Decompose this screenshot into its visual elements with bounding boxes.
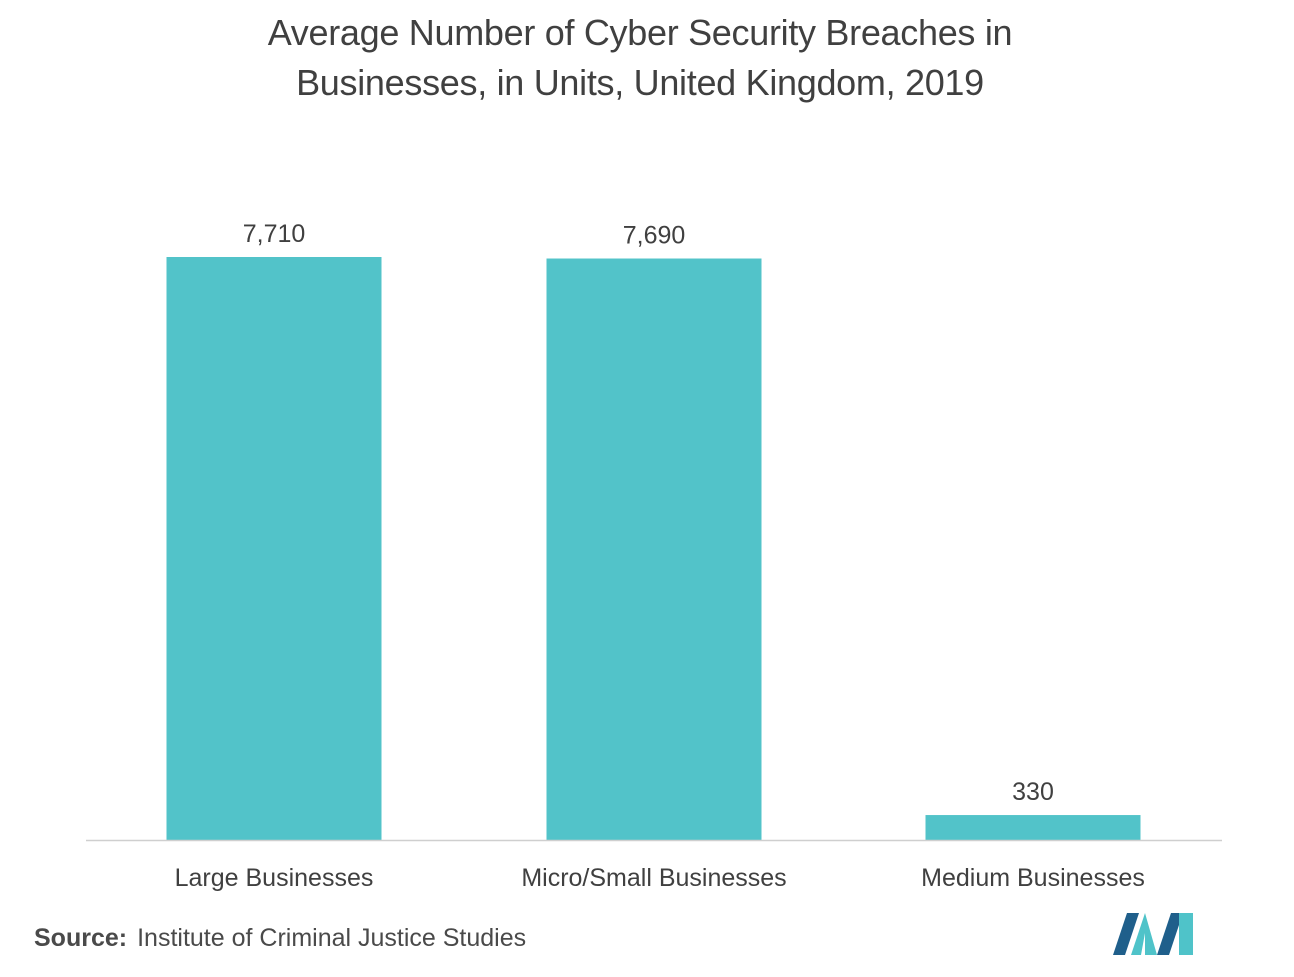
chart-title-line-1: Average Number of Cyber Security Breache… [267,12,1013,53]
source-note: Source: Institute of Criminal Justice Stu… [34,924,526,953]
category-label-3: Medium Businesses [921,864,1145,892]
bar-chart: 7,710 Large Businesses 7,690 Micro/Small Bu… [86,220,1222,892]
chart-title-line-2: Businesses, in Units, United Kingdom, 20… [296,62,984,103]
bar-1 [166,257,382,840]
category-label-1: Large Businesses [175,864,374,892]
chart-title: Average Number of Cyber Security Breache… [0,8,1280,108]
source-text: Institute of Criminal Justice Studies [137,924,527,952]
bar-3 [925,815,1141,840]
bar-2 [546,258,762,840]
category-label-2: Micro/Small Businesses [521,864,786,892]
data-label-1: 7,710 [243,220,306,248]
data-label-2: 7,690 [623,222,686,250]
source-label: Source: [34,924,128,952]
brand-logo-icon [1113,913,1193,955]
data-label-3: 330 [1012,778,1054,806]
